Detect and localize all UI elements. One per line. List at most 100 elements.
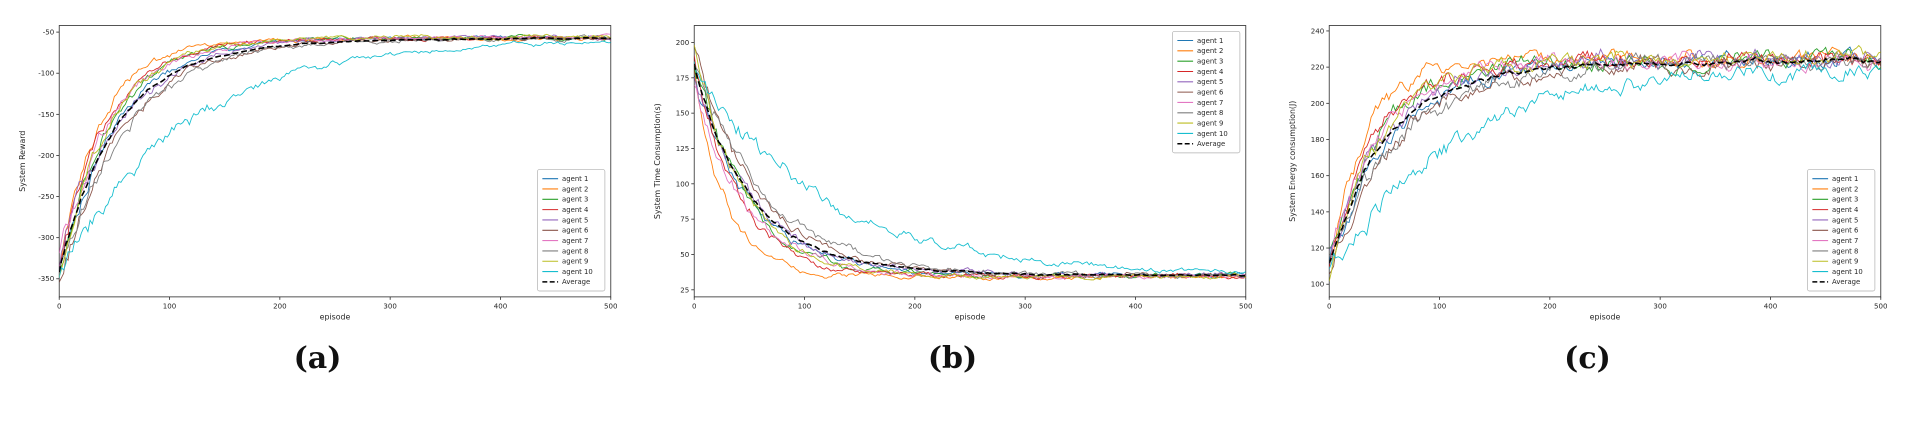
x-axis-label: episode [954,312,985,321]
line-agent-5 [693,76,1246,279]
legend-label: agent 10 [562,268,593,276]
legend-label: agent 2 [1832,185,1858,193]
x-tick-label: 200 [908,302,922,311]
legend-label: agent 8 [1832,247,1858,255]
y-tick-label: -350 [38,274,55,283]
line-agent-5 [1328,48,1881,251]
line-agent-1 [1328,46,1881,265]
line-agent-3 [1328,46,1881,250]
y-tick-label: 200 [1311,99,1325,108]
x-tick-label: 200 [1543,302,1557,311]
line-agent-7 [58,33,611,254]
chart-c-panel: 0 100 200 300 400 500 100 120 140 160 180 200 220 240… [1270,0,1905,375]
y-tick-label: -150 [38,110,55,119]
legend-label: agent 2 [1197,47,1223,55]
line-agent-7 [1328,50,1881,264]
x-tick-label: 100 [1432,302,1446,311]
y-tick-label: -300 [38,233,55,242]
x-tick-label: 300 [1018,302,1032,311]
y-tick-label: 75 [680,215,689,224]
x-tick-label: 0 [692,302,697,311]
legend-label: agent 5 [1197,78,1223,86]
x-tick-label: 400 [493,302,507,311]
legend-label: agent 1 [1197,37,1223,45]
line-agent-9 [693,44,1246,281]
legend-label: agent 4 [562,206,588,214]
legend-label: agent 6 [1197,88,1223,96]
y-tick-label: 100 [1311,280,1325,289]
y-axis-label: System Energy consumption(J) [1288,101,1297,222]
legend-label: agent 10 [1832,268,1863,276]
legend-label: agent 1 [562,175,588,183]
legend-label: agent 9 [1832,258,1858,266]
series-lines [1328,44,1881,282]
y-tick-label: 175 [676,73,689,82]
legend-label: agent 5 [562,216,588,224]
x-tick-label: 0 [57,302,62,311]
line-agent-4 [693,55,1246,281]
series-lines [58,33,611,283]
y-tick-label: -250 [38,192,55,201]
x-axis-label: episode [319,312,350,321]
y-tick-label: 50 [680,250,689,259]
axes: 0 100 200 300 400 500 25 50 75 100 125 150 175 200 epi… [653,25,1253,321]
chart-a-canvas: 0 100 200 300 400 500 -350 -300 -250 -200 -150 -100… [18,25,618,321]
line-agent-2 [693,64,1246,282]
line-average [1328,56,1881,264]
legend: agent 1 agent 2 agent 3 agent 4 agent 5 agent… [536,169,605,292]
y-tick-label: 180 [1311,135,1325,144]
x-tick-label: 0 [1327,302,1332,311]
x-tick-label: 200 [273,302,287,311]
legend-label: agent 4 [1832,206,1858,214]
axes: 0 100 200 300 400 500 -350 -300 -250 -200 -150 -100… [18,25,618,321]
legend-label: agent 3 [1197,58,1223,66]
line-agent-6 [58,36,611,283]
x-tick-label: 500 [1239,302,1253,311]
x-axis-label: episode [1589,312,1620,321]
axes: 0 100 200 300 400 500 100 120 140 160 180 200 220 240… [1288,25,1888,321]
legend-label: agent 4 [1197,68,1223,76]
legend-label: agent 2 [562,185,588,193]
x-tick-label: 300 [383,302,397,311]
x-tick-label: 400 [1128,302,1142,311]
legend-label: agent 8 [1197,109,1223,117]
line-agent-3 [693,65,1246,279]
legend-label: agent 6 [1832,227,1858,235]
legend-label: agent 7 [1197,99,1223,107]
legend-label: agent 9 [1197,119,1223,127]
legend-label: agent 3 [1832,196,1858,204]
line-agent-10 [58,40,611,278]
y-tick-label: 100 [676,179,690,188]
line-agent-2 [1328,46,1881,263]
legend: agent 1 agent 2 agent 3 agent 4 agent 5 agent… [1171,31,1240,154]
legend-label: agent 9 [562,258,588,266]
y-tick-label: -50 [42,28,54,37]
line-agent-2 [58,34,611,278]
line-average [693,63,1246,277]
line-agent-8 [58,34,611,275]
line-agent-6 [1328,51,1881,275]
line-agent-5 [58,34,611,271]
line-agent-9 [58,33,611,277]
legend-label: agent 5 [1832,216,1858,224]
y-tick-label: -200 [38,151,55,160]
legend-label: agent 3 [562,196,588,204]
legend-label: agent 1 [1832,175,1858,183]
legend-label: Average [1832,278,1860,286]
line-agent-10 [693,61,1246,275]
y-tick-label: 240 [1311,26,1325,35]
y-tick-label: 150 [676,109,690,118]
x-tick-label: 300 [1653,302,1667,311]
legend-label: Average [562,278,590,286]
legend-label: Average [1197,140,1225,148]
legend-label: agent 6 [562,227,588,235]
figure-caption-b: (b) [927,341,978,376]
legend-label: agent 10 [1197,130,1228,138]
legend-label: agent 7 [562,237,588,245]
y-tick-label: -100 [38,69,55,78]
x-tick-label: 400 [1763,302,1777,311]
figure-caption-a: (a) [293,341,342,376]
line-agent-7 [693,84,1246,280]
line-agent-1 [58,35,611,271]
